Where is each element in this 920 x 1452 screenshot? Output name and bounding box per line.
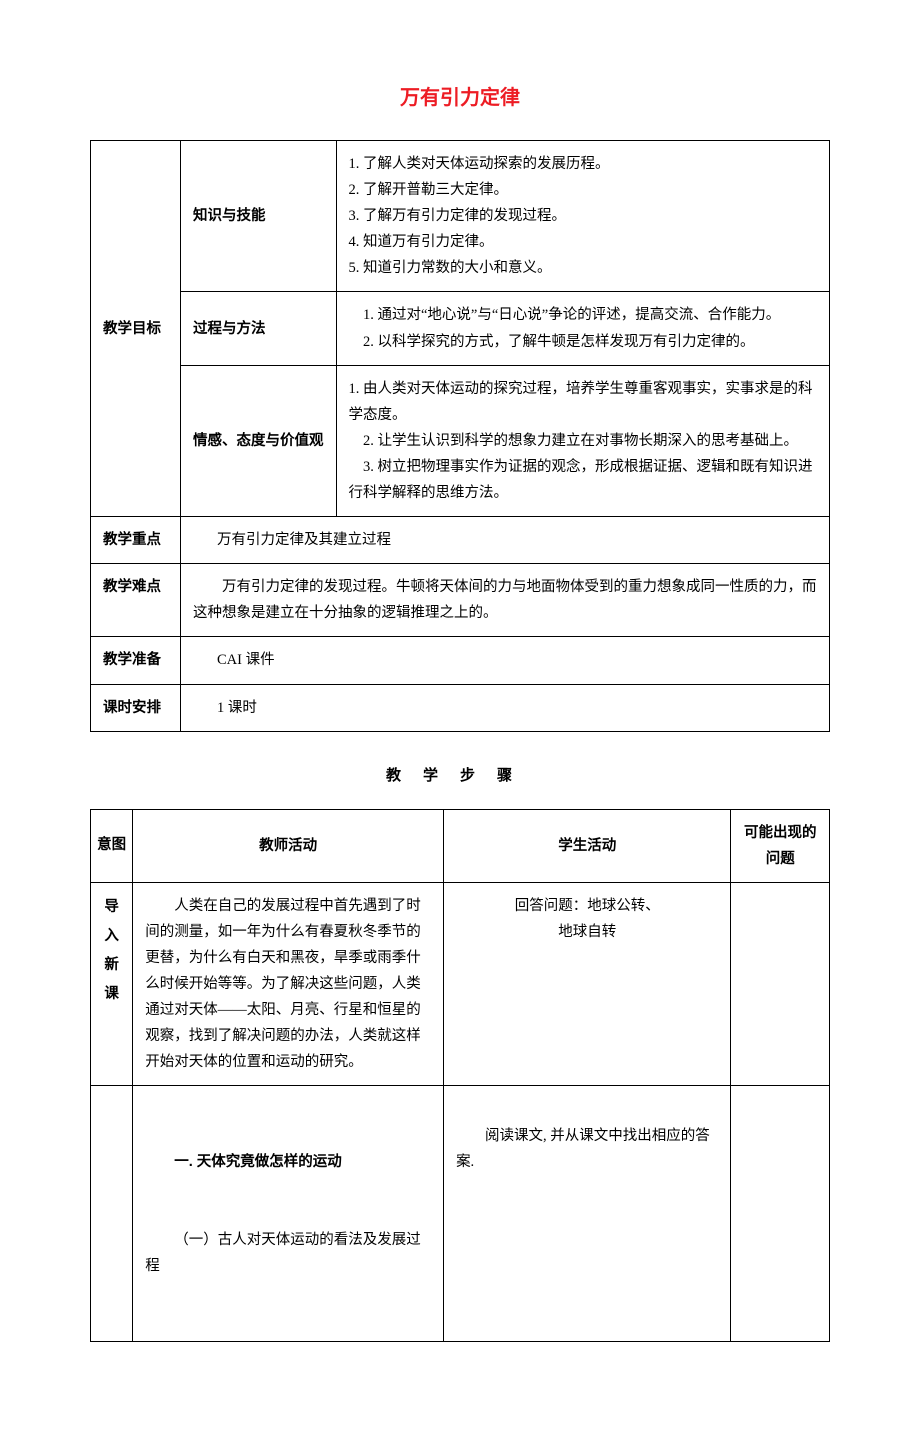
student-activity-1: 阅读课文, 并从课文中找出相应的答案. — [444, 1086, 731, 1342]
col-header-intent: 意图 — [91, 809, 133, 882]
teacher-activity-1-title: 一. 天体究竟做怎样的运动 — [174, 1154, 342, 1170]
table-row: 教学目标 知识与技能 1. 了解人类对天体运动探索的发展历程。 2. 了解开普勒… — [91, 141, 830, 292]
steps-heading: 教学步骤 — [90, 762, 830, 789]
col-header-issues: 可能出现的问题 — [731, 809, 830, 882]
sub-label-process: 过程与方法 — [181, 292, 337, 365]
sub-label-knowledge: 知识与技能 — [181, 141, 337, 292]
table-row: 过程与方法 1. 通过对“地心说”与“日心说”争论的评述，提高交流、合作能力。 … — [91, 292, 830, 365]
row-label-difficulty: 教学难点 — [91, 564, 181, 637]
table-row: 情感、态度与价值观 1. 由人类对天体运动的探究过程，培养学生尊重客观事实，实事… — [91, 365, 830, 516]
issues-0 — [731, 882, 830, 1086]
sub-label-values: 情感、态度与价值观 — [181, 365, 337, 516]
teacher-activity-1: 一. 天体究竟做怎样的运动 （一）古人对天体运动的看法及发展过程 — [133, 1086, 444, 1342]
table-row: 导入新课 人类在自己的发展过程中首先遇到了时间的测量，如一年为什么有春夏秋冬季节… — [91, 882, 830, 1086]
table-row: 教学难点 万有引力定律的发现过程。牛顿将天体间的力与地面物体受到的重力想象成同一… — [91, 564, 830, 637]
content-process: 1. 通过对“地心说”与“日心说”争论的评述，提高交流、合作能力。 2. 以科学… — [336, 292, 830, 365]
steps-table: 意图 教师活动 学生活动 可能出现的问题 导入新课 人类在自己的发展过程中首先遇… — [90, 809, 830, 1343]
table-row: 课时安排 1 课时 — [91, 684, 830, 731]
content-prep: CAI 课件 — [181, 637, 830, 684]
col-header-teacher: 教师活动 — [133, 809, 444, 882]
issues-1 — [731, 1086, 830, 1342]
document-title: 万有引力定律 — [90, 80, 830, 116]
student-activity-0: 回答问题：地球公转、 地球自转 — [444, 882, 731, 1086]
row-label-focus: 教学重点 — [91, 517, 181, 564]
intent-intro: 导入新课 — [91, 882, 133, 1086]
content-difficulty: 万有引力定律的发现过程。牛顿将天体间的力与地面物体受到的重力想象成同一性质的力，… — [181, 564, 830, 637]
content-knowledge: 1. 了解人类对天体运动探索的发展历程。 2. 了解开普勒三大定律。 3. 了解… — [336, 141, 830, 292]
teacher-activity-0: 人类在自己的发展过程中首先遇到了时间的测量，如一年为什么有春夏秋冬季节的更替，为… — [133, 882, 444, 1086]
content-focus: 万有引力定律及其建立过程 — [181, 517, 830, 564]
steps-header-row: 意图 教师活动 学生活动 可能出现的问题 — [91, 809, 830, 882]
col-header-student: 学生活动 — [444, 809, 731, 882]
intent-1 — [91, 1086, 133, 1342]
table-row: 教学准备 CAI 课件 — [91, 637, 830, 684]
content-schedule: 1 课时 — [181, 684, 830, 731]
teacher-activity-1-body: （一）古人对天体运动的看法及发展过程 — [145, 1227, 431, 1279]
table-row: 一. 天体究竟做怎样的运动 （一）古人对天体运动的看法及发展过程 阅读课文, 并… — [91, 1086, 830, 1342]
table-row: 教学重点 万有引力定律及其建立过程 — [91, 517, 830, 564]
row-label-prep: 教学准备 — [91, 637, 181, 684]
content-values: 1. 由人类对天体运动的探究过程，培养学生尊重客观事实，实事求是的科学态度。 2… — [336, 365, 830, 516]
row-label-schedule: 课时安排 — [91, 684, 181, 731]
row-label-objective: 教学目标 — [91, 141, 181, 517]
objectives-table: 教学目标 知识与技能 1. 了解人类对天体运动探索的发展历程。 2. 了解开普勒… — [90, 140, 830, 732]
